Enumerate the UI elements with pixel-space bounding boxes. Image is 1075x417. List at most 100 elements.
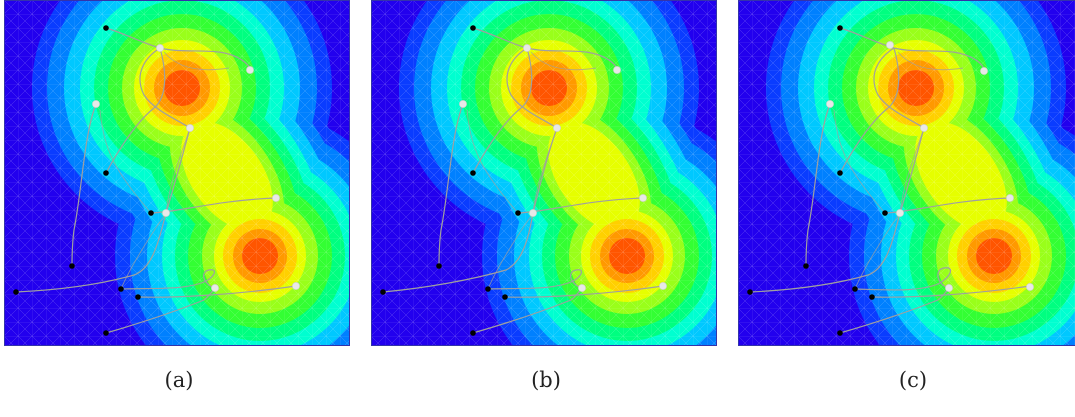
trajectory-path xyxy=(839,287,950,334)
trajectory-path xyxy=(137,285,297,298)
goal-marker xyxy=(920,124,928,132)
trajectory-path xyxy=(506,47,558,129)
plot-frame xyxy=(738,0,1075,346)
trajectory-path xyxy=(163,51,230,71)
start-marker xyxy=(103,170,109,176)
trajectory-path xyxy=(897,51,964,71)
start-marker xyxy=(747,289,753,295)
goal-marker xyxy=(246,66,254,74)
trajectory-path xyxy=(839,47,900,174)
trajectory-path xyxy=(517,197,644,214)
trajectory-path xyxy=(472,27,618,71)
start-marker xyxy=(470,330,476,336)
panel-b: (b) xyxy=(371,0,721,417)
start-marker xyxy=(837,25,843,31)
start-marker xyxy=(436,263,442,269)
goal-marker xyxy=(826,100,834,108)
trajectory-path xyxy=(487,269,583,290)
start-marker xyxy=(103,330,109,336)
trajectory-path xyxy=(466,109,519,214)
goal-marker xyxy=(659,282,667,290)
plot-frame xyxy=(4,0,350,346)
trajectory-path xyxy=(99,109,152,214)
start-marker xyxy=(13,289,19,295)
start-marker xyxy=(882,210,888,216)
trajectory-path xyxy=(472,287,583,334)
start-marker xyxy=(470,170,476,176)
start-marker xyxy=(380,289,386,295)
trajectory-path xyxy=(150,197,277,214)
trajectory-path xyxy=(873,47,925,129)
plot-frame xyxy=(371,0,717,346)
start-marker xyxy=(515,210,521,216)
trajectory-path xyxy=(165,127,191,214)
trajectories xyxy=(15,27,297,334)
contour-plot-b xyxy=(371,0,717,346)
start-marker xyxy=(869,294,875,300)
goal-marker xyxy=(553,124,561,132)
start-marker xyxy=(148,210,154,216)
goal-marker xyxy=(523,44,531,52)
panel-a: (a) xyxy=(4,0,354,417)
goal-marker xyxy=(292,282,300,290)
goal-marker xyxy=(1006,194,1014,202)
trajectories xyxy=(749,27,1031,334)
trajectory-path xyxy=(438,103,464,267)
trajectory-path xyxy=(139,47,191,129)
goal-marker xyxy=(529,209,537,217)
trajectory-path xyxy=(382,127,558,293)
trajectory-path xyxy=(15,127,191,293)
contour-plot-a xyxy=(4,0,350,346)
start-marker xyxy=(103,25,109,31)
start-marker xyxy=(118,286,124,292)
trajectory-path xyxy=(749,127,925,293)
trajectory-path xyxy=(504,285,664,298)
goal-marker xyxy=(578,284,586,292)
start-marker xyxy=(502,294,508,300)
start-marker xyxy=(485,286,491,292)
trajectory-path xyxy=(105,27,251,71)
start-marker xyxy=(470,25,476,31)
trajectory-path xyxy=(487,212,534,290)
trajectory-path xyxy=(839,27,985,71)
mesh-overlay xyxy=(371,0,717,346)
mesh-overlay xyxy=(738,0,1075,346)
trajectory-path xyxy=(530,51,597,71)
trajectory-path xyxy=(884,197,1011,214)
trajectory-path xyxy=(532,127,558,214)
goal-marker xyxy=(639,194,647,202)
goal-marker xyxy=(272,194,280,202)
start-marker xyxy=(803,263,809,269)
trajectory-path xyxy=(871,285,1031,298)
caption-b: (b) xyxy=(531,368,561,392)
caption-c: (c) xyxy=(898,368,928,392)
trajectory-path xyxy=(805,103,831,267)
goal-marker xyxy=(92,100,100,108)
trajectory-path xyxy=(120,212,167,290)
goal-marker xyxy=(886,41,894,49)
start-marker xyxy=(837,170,843,176)
goal-marker xyxy=(945,284,953,292)
start-marker xyxy=(837,330,843,336)
caption-a: (a) xyxy=(164,368,194,392)
goal-marker xyxy=(162,209,170,217)
trajectory-path xyxy=(105,47,166,174)
goal-marker xyxy=(896,209,904,217)
goal-marker xyxy=(613,66,621,74)
start-marker xyxy=(135,294,141,300)
trajectory-path xyxy=(71,103,97,267)
start-marker xyxy=(852,286,858,292)
goal-marker xyxy=(459,100,467,108)
trajectory-path xyxy=(899,127,925,214)
goal-marker xyxy=(980,67,988,75)
goal-marker xyxy=(1026,283,1034,291)
trajectory-path xyxy=(120,269,216,290)
contour-plot-c xyxy=(738,0,1075,346)
goal-marker xyxy=(156,44,164,52)
goal-marker xyxy=(186,124,194,132)
trajectory-path xyxy=(105,287,216,334)
start-marker xyxy=(69,263,75,269)
trajectories xyxy=(382,27,664,334)
trajectory-path xyxy=(472,47,533,174)
trajectory-path xyxy=(833,109,886,214)
